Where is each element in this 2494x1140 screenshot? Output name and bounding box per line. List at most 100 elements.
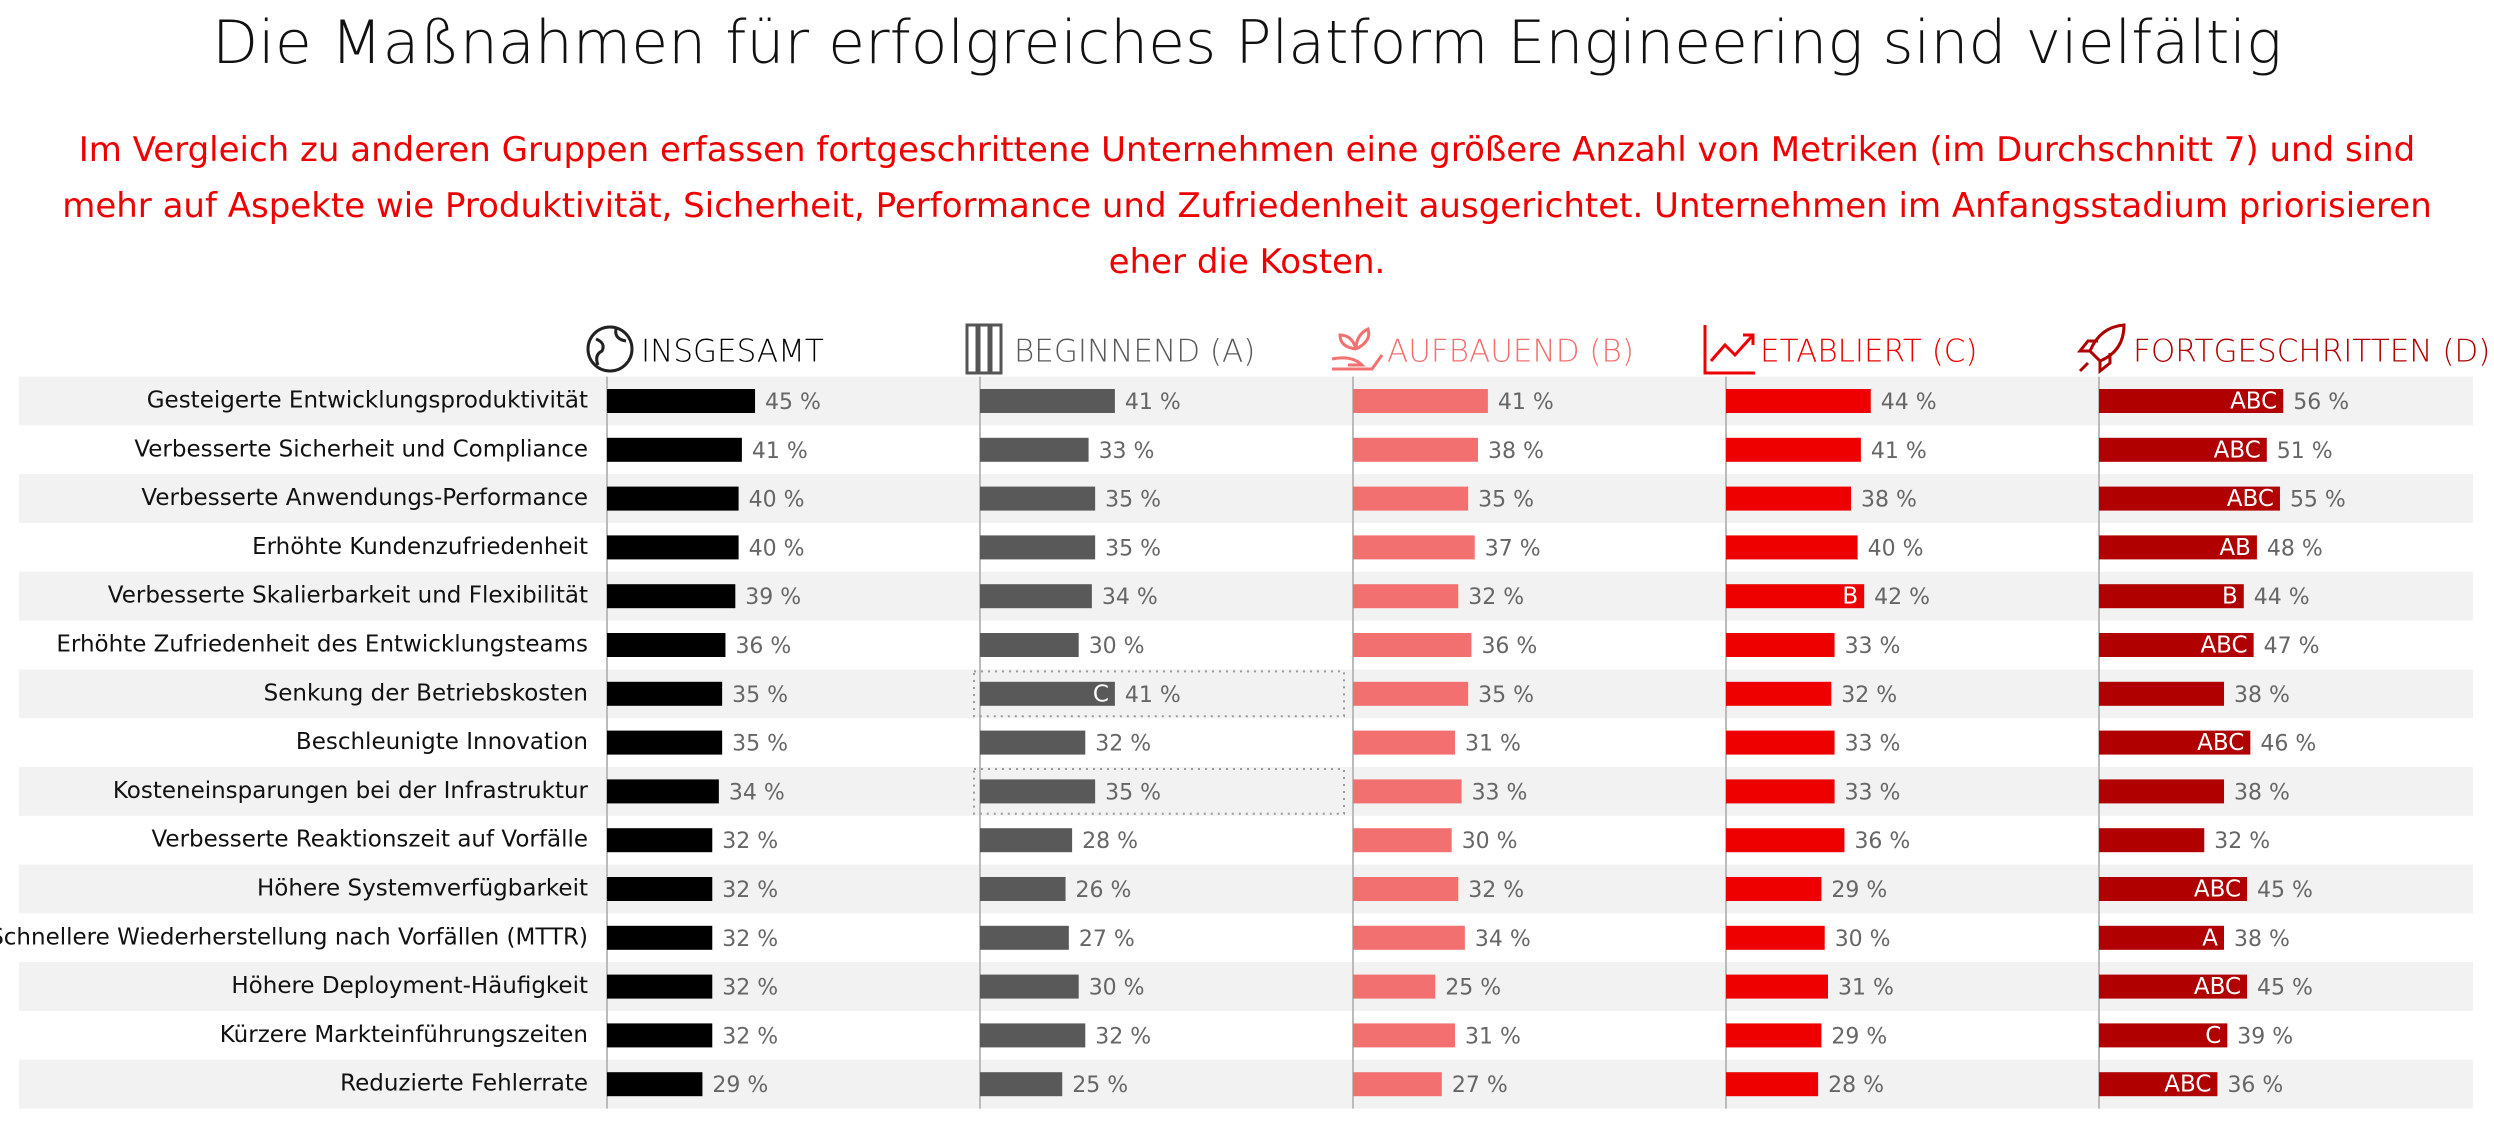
value-label: 42 % (1874, 585, 1930, 610)
bar (607, 974, 713, 999)
bar (1353, 1072, 1442, 1097)
bar (2099, 730, 2251, 755)
bar (2099, 633, 2254, 657)
value-label: 30 % (1462, 829, 1518, 854)
bar (980, 633, 1079, 657)
value-label: 36 % (2227, 1073, 2283, 1098)
significance-label: ABC (2230, 389, 2277, 415)
bar (980, 486, 1096, 511)
bar (1726, 877, 1822, 901)
bar (1353, 437, 1479, 462)
value-label: 44 % (1881, 390, 1937, 415)
bar (1726, 633, 1835, 657)
category-label: Erhöhte Zufriedenheit des Entwicklungste… (56, 632, 588, 658)
value-label: 38 % (1488, 439, 1544, 464)
bar (1353, 828, 1452, 853)
bar (607, 389, 756, 413)
significance-label: ABC (2227, 486, 2274, 512)
significance-label: C (2205, 1023, 2221, 1049)
value-label: 39 % (745, 585, 801, 610)
bar (980, 779, 1096, 804)
value-label: 26 % (1076, 878, 1132, 903)
bar (980, 584, 1092, 609)
category-label: Reduzierte Fehlerrate (340, 1071, 588, 1097)
bar (980, 877, 1066, 901)
value-label: 35 % (1478, 488, 1534, 513)
bar (980, 389, 1115, 413)
bar (980, 1023, 1086, 1048)
bar (1353, 584, 1459, 609)
bar (1353, 681, 1469, 706)
bar (607, 730, 723, 755)
bar (1353, 486, 1469, 511)
bar (1726, 730, 1835, 755)
bar (607, 681, 723, 706)
bar (1726, 974, 1828, 999)
value-label: 33 % (1099, 439, 1155, 464)
value-label: 32 % (722, 878, 778, 903)
highlight-box (973, 768, 1345, 815)
value-label: 30 % (1835, 927, 1891, 952)
value-label: 33 % (1472, 780, 1528, 805)
category-label: Verbesserte Skalierbarkeit und Flexibili… (108, 583, 588, 609)
significance-label: AB (2219, 535, 2251, 561)
bar (1726, 925, 1825, 950)
bar (607, 486, 739, 511)
value-label: 37 % (1485, 536, 1541, 561)
significance-label: B (1842, 584, 1858, 610)
icon (2076, 323, 2126, 375)
value-label: 38 % (2234, 780, 2290, 805)
value-label: 36 % (1481, 634, 1537, 659)
bar (607, 925, 713, 950)
category-label: Kürzere Markteinführungszeiten (220, 1022, 588, 1048)
value-label: 48 % (2267, 536, 2323, 561)
category-label: Erhöhte Kundenzufriedenheit (252, 534, 588, 560)
value-label: 38 % (2234, 683, 2290, 708)
bar (2099, 584, 2244, 609)
bar (607, 535, 739, 560)
value-label: 51 % (2277, 439, 2333, 464)
value-label: 44 % (2254, 585, 2310, 610)
chart-subtitle: Im Vergleich zu anderen Gruppen erfassen… (62, 130, 2432, 282)
category-label: Kosteneinsparungen bei der Infrastruktur (113, 778, 589, 804)
bar (2099, 486, 2280, 511)
value-label: 32 % (722, 829, 778, 854)
value-label: 36 % (1854, 829, 1910, 854)
category-label: Verbesserte Anwendungs-Performance (141, 485, 588, 511)
value-label: 35 % (1105, 488, 1161, 513)
significance-label: ABC (2214, 437, 2261, 463)
value-label: 28 % (1082, 829, 1138, 854)
icon (1703, 325, 1755, 375)
value-label: 32 % (2214, 829, 2270, 854)
value-label: 40 % (749, 488, 805, 513)
value-label: 32 % (722, 927, 778, 952)
value-label: 47 % (2264, 634, 2320, 659)
series: INSGESAMT 45 % 41 % 40 % 40 % 39 % 36 % 35 % 35 … (586, 325, 824, 1109)
bar (980, 437, 1089, 462)
bar (2099, 437, 2267, 462)
value-label: 32 % (1841, 683, 1897, 708)
bar (1353, 925, 1465, 950)
bar (607, 828, 713, 853)
series-header: BEGINNEND (A) (1014, 334, 1255, 370)
row-band (19, 864, 2473, 914)
significance-label: ABC (2197, 730, 2244, 756)
bar (980, 974, 1079, 999)
series: AUFBAUEND (B) 41 % 38 % 35 % 37 % 32 % 36 % 35 … (1331, 326, 1634, 1109)
value-label: 27 % (1452, 1073, 1508, 1098)
bar (2099, 535, 2257, 560)
bar (607, 1023, 713, 1048)
value-label: 35 % (732, 732, 788, 757)
value-label: 41 % (1871, 439, 1927, 464)
value-label: 32 % (1095, 732, 1151, 757)
value-label: 40 % (1868, 536, 1924, 561)
bar (1353, 974, 1436, 999)
bar (980, 828, 1073, 853)
series-header: FORTGESCHRITTEN (D) (2133, 334, 2490, 370)
bar (1726, 535, 1858, 560)
category-label: Höhere Deployment-Häufigkeit (231, 973, 588, 999)
value-label: 41 % (1125, 390, 1181, 415)
value-label: 41 % (1125, 683, 1181, 708)
bar (1353, 535, 1475, 560)
